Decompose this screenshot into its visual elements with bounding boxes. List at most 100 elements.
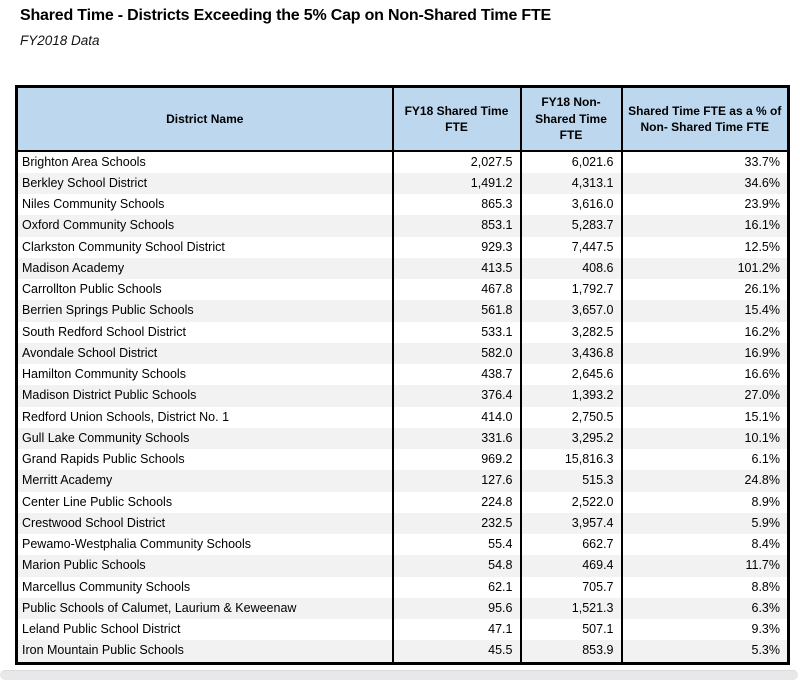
cell-shared-fte: 413.5 [391,257,522,279]
cell-district-name: Gull Lake Community Schools [15,427,394,449]
table-row: Merritt Academy 127.6 515.3 24.8% [15,470,790,492]
cell-non-shared-fte: 3,657.0 [519,300,623,322]
cell-district-name: Madison Academy [15,257,394,279]
cell-district-name: Madison District Public Schools [15,385,394,407]
cell-shared-fte: 533.1 [391,321,522,343]
cell-shared-fte: 929.3 [391,236,522,258]
table-row: Public Schools of Calumet, Laurium & Kew… [15,597,790,619]
table-row: Oxford Community Schools 853.1 5,283.7 16.1… [15,215,790,237]
cell-shared-fte: 853.1 [391,215,522,237]
cell-pct-of-non-shared: 10.1% [620,427,790,449]
cell-pct-of-non-shared: 5.3% [620,640,790,663]
cell-non-shared-fte: 15,816.3 [519,449,623,471]
table-row: Niles Community Schools 865.3 3,616.0 23.9% [15,194,790,216]
cell-district-name: Public Schools of Calumet, Laurium & Kew… [15,597,394,619]
cell-non-shared-fte: 3,295.2 [519,427,623,449]
cell-shared-fte: 62.1 [391,576,522,598]
cell-non-shared-fte: 1,792.7 [519,279,623,301]
cell-pct-of-non-shared: 12.5% [620,236,790,258]
cell-pct-of-non-shared: 16.1% [620,215,790,237]
cell-shared-fte: 55.4 [391,534,522,556]
table-row: Redford Union Schools, District No. 1 414… [15,406,790,428]
page-title: Shared Time - Districts Exceeding the 5%… [20,7,552,24]
cell-district-name: Niles Community Schools [15,194,394,216]
cell-district-name: Iron Mountain Public Schools [15,640,394,663]
cell-non-shared-fte: 408.6 [519,257,623,279]
horizontal-scrollbar-thumb[interactable] [0,670,798,680]
column-header-pct-of-non-shared: Shared Time FTE as a % of Non- Shared Ti… [620,85,790,152]
column-header-non-shared-fte: FY18 Non-Shared Time FTE [519,85,623,152]
cell-non-shared-fte: 515.3 [519,470,623,492]
cell-shared-fte: 438.7 [391,364,522,386]
cell-shared-fte: 1,491.2 [391,172,522,194]
cell-district-name: Grand Rapids Public Schools [15,449,394,471]
cell-non-shared-fte: 4,313.1 [519,172,623,194]
cell-non-shared-fte: 507.1 [519,619,623,641]
cell-district-name: Hamilton Community Schools [15,364,394,386]
cell-shared-fte: 331.6 [391,427,522,449]
cell-non-shared-fte: 2,522.0 [519,491,623,513]
cell-non-shared-fte: 3,957.4 [519,512,623,534]
table-row: Marcellus Community Schools 62.1 705.7 8.8% [15,576,790,598]
cell-pct-of-non-shared: 8.4% [620,534,790,556]
cell-pct-of-non-shared: 24.8% [620,470,790,492]
cell-shared-fte: 561.8 [391,300,522,322]
table-row: Leland Public School District 47.1 507.1 9.… [15,619,790,641]
cell-shared-fte: 127.6 [391,470,522,492]
cell-non-shared-fte: 2,645.6 [519,364,623,386]
table-header-row: District Name FY18 Shared Time FTE FY18 … [15,85,790,152]
cell-district-name: Pewamo-Westphalia Community Schools [15,534,394,556]
cell-district-name: Redford Union Schools, District No. 1 [15,406,394,428]
cell-district-name: Leland Public School District [15,619,394,641]
table-row: Madison District Public Schools 376.4 1,39… [15,385,790,407]
table-row: Avondale School District 582.0 3,436.8 16.9… [15,342,790,364]
cell-shared-fte: 232.5 [391,512,522,534]
cell-non-shared-fte: 7,447.5 [519,236,623,258]
cell-non-shared-fte: 1,521.3 [519,597,623,619]
cell-shared-fte: 45.5 [391,640,522,663]
cell-district-name: Marcellus Community Schools [15,576,394,598]
cell-district-name: Crestwood School District [15,512,394,534]
column-header-district-name: District Name [15,85,394,152]
table-row: Carrollton Public Schools 467.8 1,792.7 26.… [15,279,790,301]
cell-pct-of-non-shared: 33.7% [620,150,790,173]
cell-non-shared-fte: 1,393.2 [519,385,623,407]
table-row: Center Line Public Schools 224.8 2,522.0 8.… [15,491,790,513]
column-header-shared-fte: FY18 Shared Time FTE [391,85,522,152]
cell-pct-of-non-shared: 6.1% [620,449,790,471]
cell-shared-fte: 95.6 [391,597,522,619]
cell-shared-fte: 47.1 [391,619,522,641]
cell-district-name: Oxford Community Schools [15,215,394,237]
cell-pct-of-non-shared: 16.9% [620,342,790,364]
table-row: Gull Lake Community Schools 331.6 3,295.2 1… [15,427,790,449]
table-row: Berkley School District 1,491.2 4,313.1 34.… [15,172,790,194]
cell-shared-fte: 224.8 [391,491,522,513]
cell-non-shared-fte: 5,283.7 [519,215,623,237]
table-row: South Redford School District 533.1 3,282.… [15,321,790,343]
cell-shared-fte: 414.0 [391,406,522,428]
cell-pct-of-non-shared: 15.1% [620,406,790,428]
cell-pct-of-non-shared: 34.6% [620,172,790,194]
cell-district-name: Berkley School District [15,172,394,194]
cell-pct-of-non-shared: 9.3% [620,619,790,641]
cell-district-name: Merritt Academy [15,470,394,492]
cell-non-shared-fte: 3,616.0 [519,194,623,216]
cell-pct-of-non-shared: 16.6% [620,364,790,386]
cell-pct-of-non-shared: 5.9% [620,512,790,534]
table-row: Iron Mountain Public Schools 45.5 853.9 5.3… [15,640,790,663]
cell-non-shared-fte: 705.7 [519,576,623,598]
cell-pct-of-non-shared: 23.9% [620,194,790,216]
cell-pct-of-non-shared: 8.9% [620,491,790,513]
cell-pct-of-non-shared: 16.2% [620,321,790,343]
cell-district-name: South Redford School District [15,321,394,343]
cell-shared-fte: 467.8 [391,279,522,301]
cell-district-name: Avondale School District [15,342,394,364]
table-body: Brighton Area Schools 2,027.5 6,021.6 33.7%… [15,150,790,663]
cell-shared-fte: 582.0 [391,342,522,364]
cell-pct-of-non-shared: 101.2% [620,257,790,279]
cell-shared-fte: 969.2 [391,449,522,471]
cell-pct-of-non-shared: 8.8% [620,576,790,598]
cell-district-name: Berrien Springs Public Schools [15,300,394,322]
table-row: Berrien Springs Public Schools 561.8 3,657… [15,300,790,322]
